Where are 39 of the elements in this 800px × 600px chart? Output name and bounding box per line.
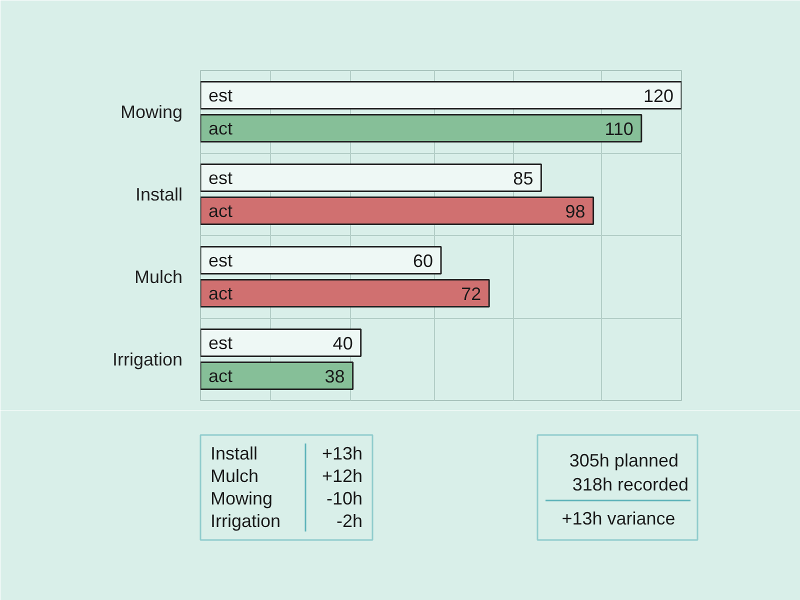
text: +13h variance xyxy=(562,508,676,528)
series-label: act xyxy=(208,283,233,304)
text: est xyxy=(208,85,233,106)
bar xyxy=(200,246,442,275)
bar xyxy=(200,328,362,358)
bar xyxy=(200,114,642,143)
text: +12h xyxy=(322,466,363,486)
text: +13h xyxy=(322,444,363,464)
y-tick-label: Install xyxy=(135,184,183,204)
series-label: est xyxy=(208,250,233,270)
text: est xyxy=(208,332,233,353)
text: act xyxy=(208,200,233,221)
bar xyxy=(200,278,490,308)
data-label: 40 xyxy=(332,333,353,354)
text: 318h recorded xyxy=(572,474,689,494)
bar xyxy=(200,163,542,192)
y-tick-label: Mulch xyxy=(134,266,182,287)
text: -2h xyxy=(336,511,362,531)
text: Irrigation xyxy=(210,511,281,531)
text: -10h xyxy=(326,488,363,508)
text: Mulch xyxy=(210,466,259,486)
bar xyxy=(200,361,354,390)
text: 305h planned xyxy=(569,450,678,470)
data-label: 98 xyxy=(565,201,586,222)
bar xyxy=(200,196,594,226)
data-label: 60 xyxy=(412,250,434,271)
text: act xyxy=(208,366,233,386)
data-label: 85 xyxy=(513,168,534,188)
data-label: 38 xyxy=(324,366,345,386)
text: Install xyxy=(210,444,258,464)
data-label: 120 xyxy=(643,86,674,106)
text: Mowing xyxy=(210,488,273,508)
y-tick-label: Mowing xyxy=(120,102,183,122)
bar xyxy=(200,80,682,110)
text: est xyxy=(208,168,233,188)
data-label: 110 xyxy=(604,118,634,139)
y-tick-label: Irrigation xyxy=(112,349,182,370)
data-label: 72 xyxy=(461,284,482,304)
text: act xyxy=(208,118,233,138)
